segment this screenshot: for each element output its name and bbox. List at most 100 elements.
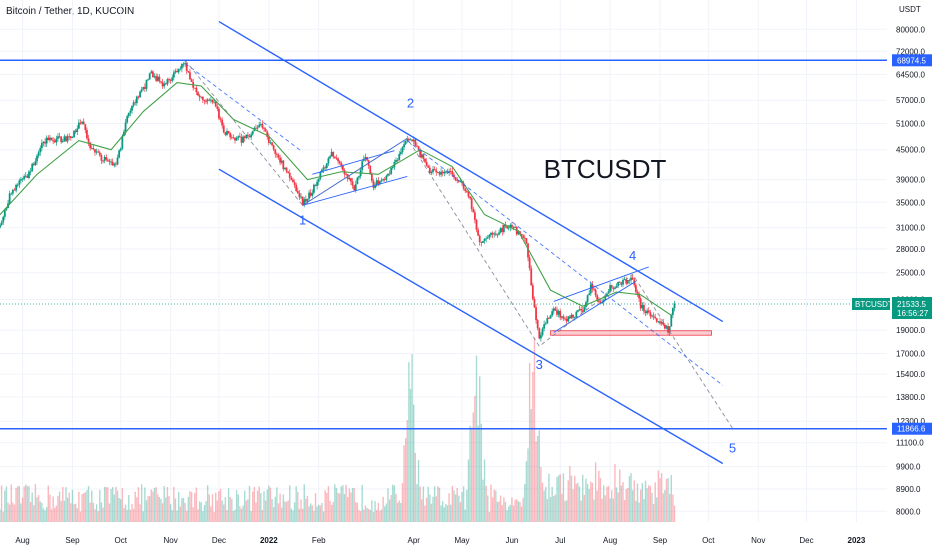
price-axis: USDT 80000.0 72000.0 64500.0 57000.0 51000.0 4… <box>852 0 932 550</box>
candle <box>472 206 475 213</box>
candle <box>385 174 388 182</box>
candle-body <box>382 179 385 181</box>
volume-bar <box>411 354 413 522</box>
candle <box>644 309 647 317</box>
volume-bar <box>359 511 362 522</box>
volume-bar <box>145 500 148 522</box>
volume-bar <box>179 506 181 522</box>
candle-body <box>617 281 620 286</box>
volume-bar <box>102 507 104 522</box>
volume-bar <box>110 489 112 522</box>
candle <box>169 78 172 84</box>
candle-body <box>18 180 21 185</box>
candle <box>548 316 550 319</box>
candle-body <box>406 138 409 142</box>
volume-bar <box>454 494 457 522</box>
candle-body <box>358 176 360 178</box>
candle <box>380 177 383 183</box>
candle-body <box>317 178 320 182</box>
candle-body <box>164 83 167 85</box>
candle <box>565 315 568 324</box>
candle-body <box>377 180 380 184</box>
candle-body <box>29 171 32 173</box>
candle <box>29 167 32 176</box>
wave-label-2: 2 <box>407 96 414 111</box>
price-axis-background <box>887 0 932 550</box>
volume-bar <box>23 486 25 522</box>
volume-bar <box>49 494 51 522</box>
candle-body <box>82 121 85 125</box>
candle-body <box>77 122 80 129</box>
candle <box>28 170 30 180</box>
candle <box>279 154 282 166</box>
candle-body <box>404 141 407 145</box>
volume-bar <box>169 504 172 522</box>
candle <box>557 309 560 318</box>
candle <box>172 69 175 81</box>
candle-body <box>53 140 56 143</box>
candle-body <box>673 303 676 309</box>
candle-body <box>250 134 253 138</box>
volume-bar <box>409 388 412 522</box>
candle-body <box>572 314 574 318</box>
volume-bar <box>350 492 352 522</box>
volume-bar <box>667 477 669 522</box>
candle <box>482 240 484 243</box>
candle <box>369 165 372 175</box>
candle <box>488 233 491 240</box>
volume-bar <box>239 506 241 522</box>
time-tick-label: Dec <box>799 536 813 545</box>
candle <box>77 119 80 130</box>
candle-body <box>573 317 576 318</box>
candle-body <box>66 136 69 142</box>
volume-bar <box>120 499 122 522</box>
candle-body <box>58 136 61 138</box>
volume-bar <box>129 509 132 522</box>
volume-bar <box>408 362 410 522</box>
volume-bar <box>662 493 664 522</box>
candle <box>620 281 623 287</box>
candle <box>298 189 301 201</box>
candle-body <box>242 136 244 143</box>
candle-body <box>541 328 544 336</box>
candle <box>649 310 652 320</box>
candle <box>147 78 150 81</box>
candle-body <box>111 161 114 166</box>
volume-bar <box>496 502 499 522</box>
volume-bar <box>74 503 77 522</box>
candle-body <box>414 139 417 146</box>
candle-body <box>105 157 108 160</box>
candle <box>494 230 497 236</box>
candle <box>546 315 549 324</box>
candle <box>201 96 204 104</box>
candle <box>337 156 339 165</box>
volume-bar <box>303 484 305 522</box>
candle-body <box>245 134 248 139</box>
candle-body <box>589 284 592 294</box>
volume-bar <box>132 508 135 522</box>
candle-body <box>475 219 478 230</box>
candle-body <box>327 158 330 164</box>
candle-body <box>298 193 301 198</box>
candle-body <box>659 321 661 324</box>
candle-body <box>26 175 29 178</box>
candle-body <box>52 140 55 142</box>
volume-bar <box>338 493 341 522</box>
candle <box>541 326 544 337</box>
volume-bar <box>540 466 542 522</box>
volume-bar <box>609 498 611 522</box>
candle-body <box>412 139 415 142</box>
candle <box>13 187 16 191</box>
volume-bar <box>594 462 597 522</box>
candle <box>420 151 423 159</box>
candle-body <box>499 228 502 233</box>
volume-bar <box>443 507 446 522</box>
candle <box>256 125 259 131</box>
candle <box>338 160 341 165</box>
candle-body <box>647 310 650 313</box>
volume-bar <box>128 495 130 522</box>
price-tick-label: 12300.0 <box>896 417 925 426</box>
candle-body <box>313 184 315 193</box>
candle-body <box>63 136 66 142</box>
